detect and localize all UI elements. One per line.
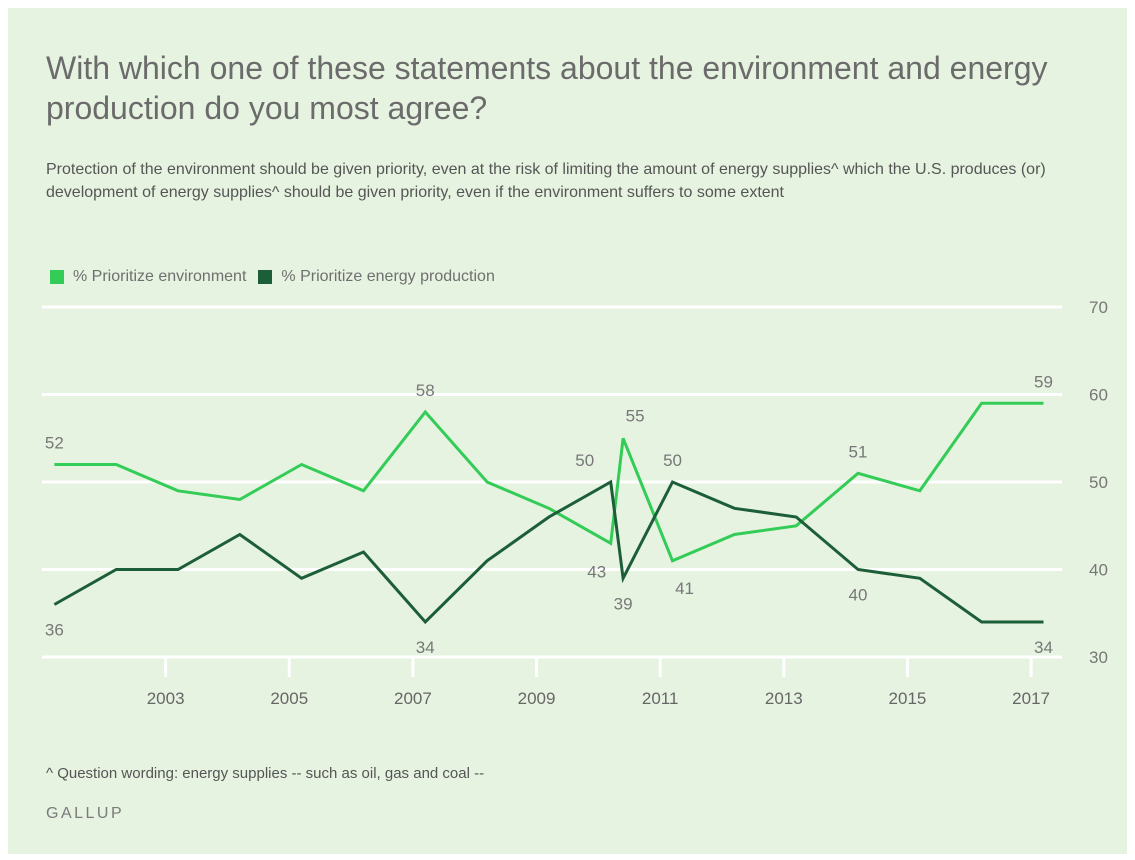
x-tick-label-2005: 2005 — [270, 689, 308, 708]
gallup-logo: GALLUP — [46, 805, 125, 822]
data-label-environment-11: 41 — [675, 579, 694, 598]
x-tick-label-2007: 2007 — [394, 689, 432, 708]
legend-label-energy: % Prioritize energy production — [281, 268, 495, 285]
data-label-environment-17: 59 — [1034, 372, 1053, 391]
y-tick-label-30: 30 — [1089, 648, 1108, 667]
data-label-energy-17: 34 — [1034, 638, 1053, 657]
data-label-energy-10: 39 — [614, 594, 633, 613]
chart-card: With which one of these statements about… — [8, 8, 1127, 854]
y-tick-label-40: 40 — [1089, 561, 1108, 580]
series-line-energy — [53, 479, 1044, 625]
legend-item-environment: % Prioritize environment — [50, 268, 246, 286]
data-label-environment-6: 58 — [416, 381, 435, 400]
x-tick-label-2009: 2009 — [518, 689, 556, 708]
legend-swatch-environment — [50, 270, 64, 284]
data-label-energy-6: 34 — [416, 638, 435, 657]
y-tick-label-60: 60 — [1089, 386, 1108, 405]
data-label-energy-0: 36 — [45, 621, 64, 640]
data-label-environment-14: 51 — [849, 442, 868, 461]
x-tick-label-2003: 2003 — [147, 689, 185, 708]
x-tick-label-2017: 2017 — [1012, 689, 1050, 708]
x-tick-label-2013: 2013 — [765, 689, 803, 708]
y-tick-label-70: 70 — [1089, 298, 1108, 317]
legend-swatch-energy — [258, 270, 273, 284]
x-tick-label-2015: 2015 — [889, 689, 927, 708]
data-label-energy-9: 50 — [575, 451, 594, 470]
chart-legend: % Prioritize environment % Prioritize en… — [50, 268, 507, 286]
footnote: ^ Question wording: energy supplies -- s… — [46, 765, 485, 782]
legend-item-energy: % Prioritize energy production — [258, 268, 495, 286]
series-line-environment — [54, 401, 1044, 563]
data-label-energy-14: 40 — [849, 586, 868, 605]
chart-subtitle: Protection of the environment should be … — [46, 161, 1046, 201]
data-label-environment-10: 55 — [626, 406, 645, 425]
data-label-energy-11: 50 — [663, 451, 682, 470]
data-label-environment-9: 43 — [587, 562, 606, 581]
chart-title: With which one of these statements about… — [46, 50, 1048, 126]
data-label-environment-0: 52 — [45, 434, 64, 453]
legend-label-environment: % Prioritize environment — [73, 268, 247, 285]
x-tick-label-2011: 2011 — [642, 689, 679, 708]
y-tick-label-50: 50 — [1089, 473, 1108, 492]
